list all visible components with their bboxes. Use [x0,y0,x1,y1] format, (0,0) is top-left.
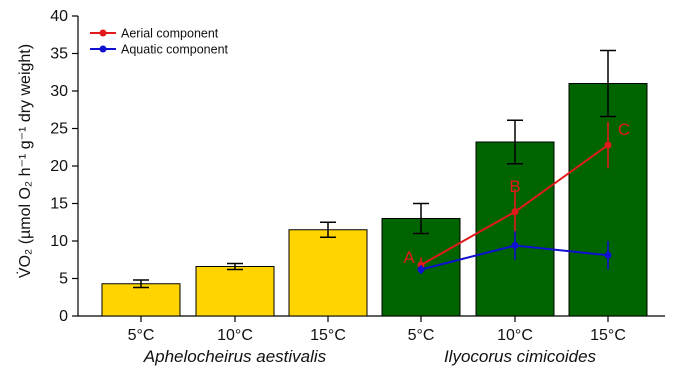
y-tick-label: 20 [50,158,68,175]
series-point [511,208,519,216]
x-tick-label: 5°C [408,327,435,344]
bar-2 [288,229,368,317]
legend-item-1: Aquatic component [90,43,229,57]
legend-swatch-marker [99,29,107,37]
legend-label: Aquatic component [121,43,229,57]
bar-error-3 [413,202,429,235]
x-tick-label: 15°C [590,327,626,344]
legend-swatch-marker [99,45,107,53]
y-tick-label: 5 [59,271,68,288]
series-1 [417,231,612,274]
legend-item-0: Aerial component [90,27,219,41]
bar-error-1 [227,262,243,271]
group-label-1: Ilyocorus cimicoides [444,347,597,366]
bar-error-5 [600,49,616,118]
series-point [604,251,612,259]
legend-label: Aerial component [121,27,219,41]
series-point [417,266,425,273]
bar-1 [195,266,275,317]
series-lines [417,121,612,274]
y-tick-label: 30 [50,83,68,100]
bar-0 [101,283,181,317]
bar-5 [568,83,648,317]
x-tick-label: 10°C [217,327,253,344]
series-0 [417,121,612,273]
bar-error-0 [133,279,149,289]
y-tick-label: 0 [59,308,68,325]
y-tick-label: 35 [50,46,68,63]
x-tick-label: 5°C [128,327,155,344]
bar-error-2 [320,221,336,238]
y-tick-label: 15 [50,196,68,213]
y-axis-label: V̇O₂ (µmol O₂ h⁻¹ g⁻¹ dry weight) [16,44,34,278]
x-tick-label: 15°C [310,327,346,344]
point-label-B: B [509,177,520,196]
bar-error-4 [507,119,523,165]
labels: A B C [403,120,630,267]
x-tick-label: 10°C [497,327,533,344]
bars [101,49,648,317]
y-tick-label: 10 [50,233,68,250]
y-tick-label: 40 [50,8,68,25]
group-label-0: Aphelocheirus aestivalis [143,347,327,366]
y-tick-label: 25 [50,121,68,138]
point-label-A: A [403,248,415,267]
legend: Aerial component Aquatic component [90,27,229,57]
point-label-C: C [618,120,630,139]
series-point [511,242,519,249]
axes: 0 5 10 15 20 25 30 35 40 5°C 10°C 15°C 5°C 10°C 15°C Ap… [16,8,665,366]
series-point [604,141,612,149]
